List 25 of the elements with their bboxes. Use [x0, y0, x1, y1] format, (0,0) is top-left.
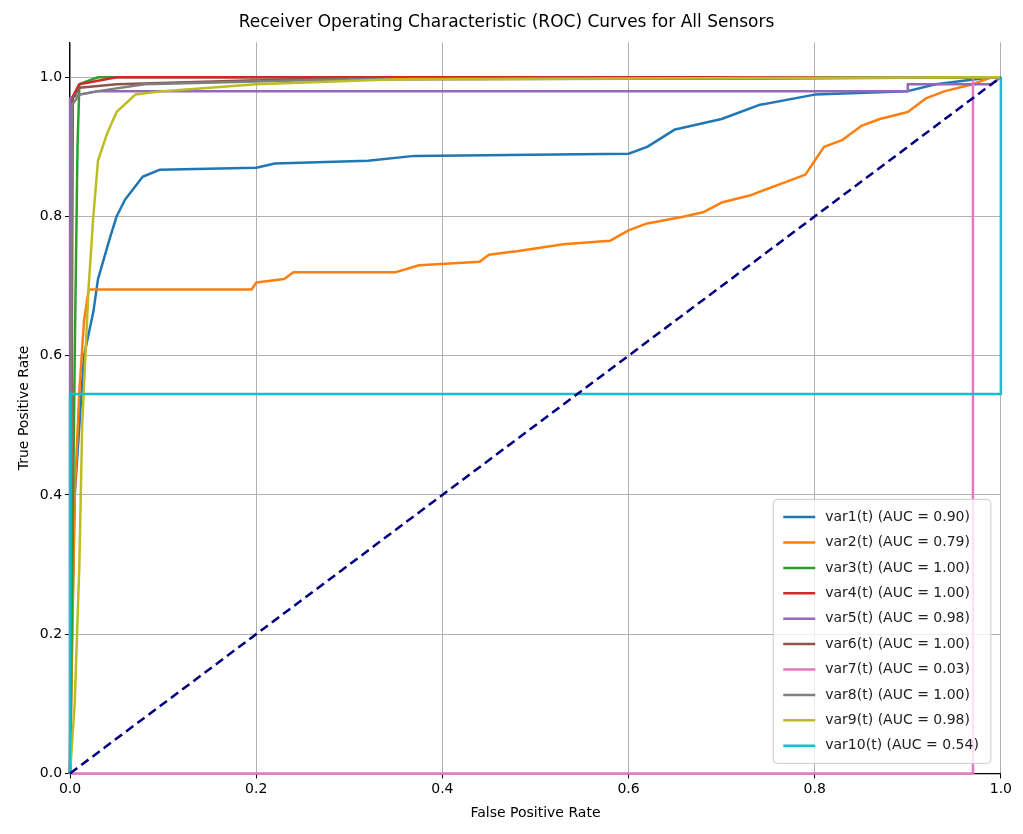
- chart-title: Receiver Operating Characteristic (ROC) Curves for All Sensors: [238, 10, 775, 31]
- x-tick-label: 0.2: [245, 780, 268, 797]
- legend-label: var3(t) (AUC = 1.00): [825, 558, 970, 575]
- legend-label: var6(t) (AUC = 1.00): [825, 634, 970, 651]
- legend-label: var9(t) (AUC = 0.98): [825, 710, 970, 727]
- x-tick-label: 0.0: [58, 780, 82, 797]
- y-axis-title: True Positive Rate: [15, 345, 32, 472]
- legend-label: var5(t) (AUC = 0.98): [825, 609, 970, 626]
- legend-label: var7(t) (AUC = 0.03): [825, 660, 970, 677]
- x-tick-label: 1.0: [989, 780, 1012, 797]
- legend-label: var2(t) (AUC = 0.79): [825, 533, 970, 550]
- legend-label: var1(t) (AUC = 0.90): [825, 507, 970, 524]
- x-tick-label: 0.8: [803, 780, 826, 797]
- x-tick-label: 0.4: [431, 780, 454, 797]
- legend-label: var10(t) (AUC = 0.54): [825, 736, 979, 753]
- legend-label: var4(t) (AUC = 1.00): [825, 583, 970, 600]
- x-axis-title: False Positive Rate: [470, 804, 601, 821]
- y-tick-label: 0.4: [39, 485, 63, 502]
- x-tick-label: 0.6: [617, 780, 640, 797]
- y-tick-label: 0.0: [39, 764, 63, 781]
- y-tick-label: 0.8: [39, 207, 63, 224]
- legend-label: var8(t) (AUC = 1.00): [825, 685, 970, 702]
- y-tick-label: 1.0: [39, 67, 63, 84]
- y-tick-label: 0.6: [39, 346, 63, 363]
- y-tick-label: 0.2: [39, 624, 63, 641]
